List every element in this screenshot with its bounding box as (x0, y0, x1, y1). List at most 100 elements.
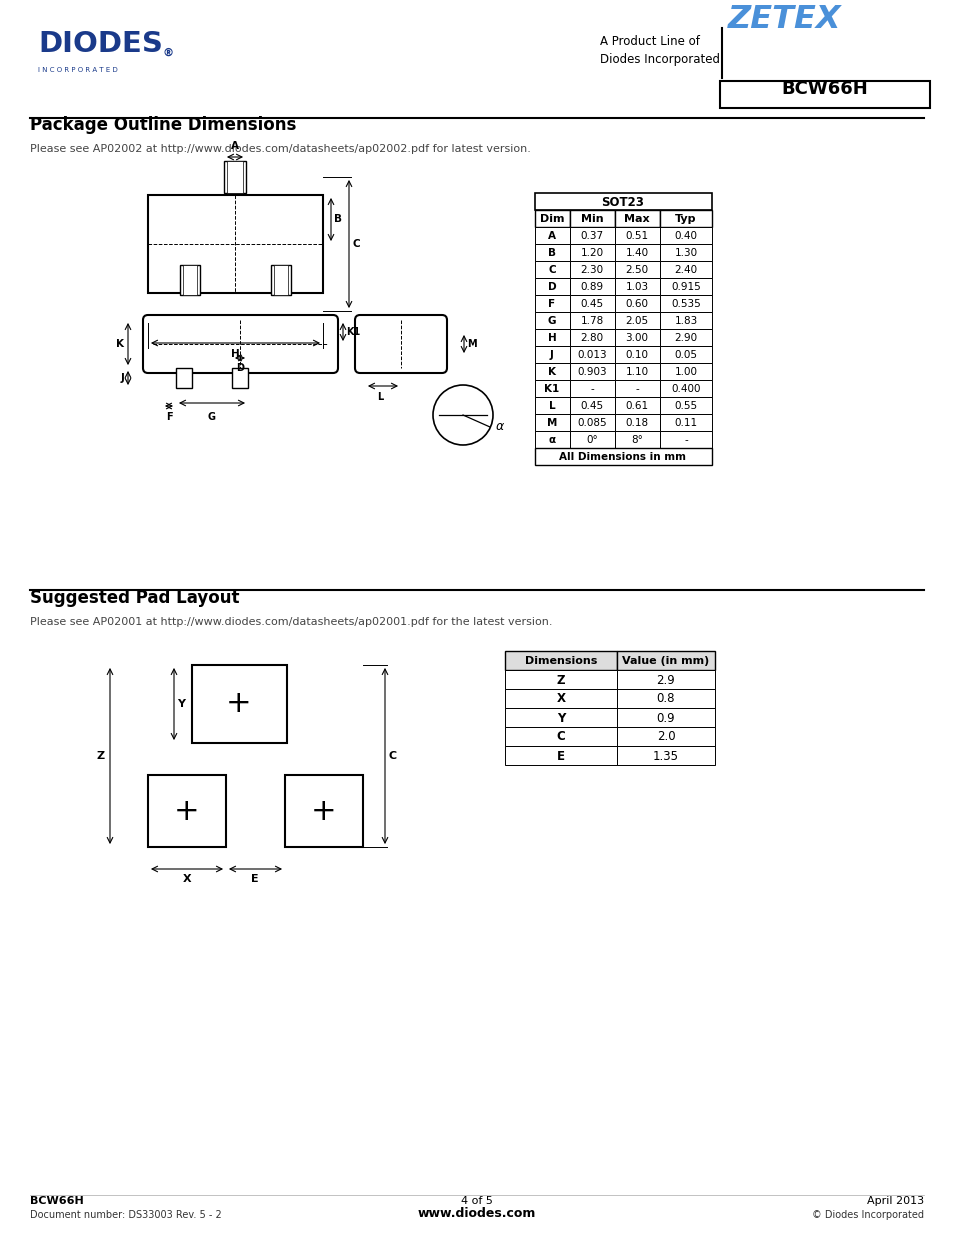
Bar (504, 651, 617, 671)
Text: Please see AP02001 at http://www.diodes.com/datasheets/ap02001.pdf for the lates: Please see AP02001 at http://www.diodes.… (30, 618, 552, 627)
FancyBboxPatch shape (143, 315, 337, 373)
Bar (617, 671, 714, 689)
Text: Suggested Pad Layout: Suggested Pad Layout (30, 589, 239, 606)
Bar (615, 261, 659, 278)
FancyBboxPatch shape (355, 315, 447, 373)
Bar (617, 689, 714, 708)
Text: BCW66H: BCW66H (30, 1195, 84, 1207)
Bar (659, 414, 711, 431)
Bar (192, 664, 287, 743)
Text: ZETEX: ZETEX (727, 4, 841, 35)
Bar (535, 329, 569, 346)
Bar (659, 245, 711, 261)
Text: K: K (547, 367, 556, 377)
Text: -: - (683, 435, 687, 445)
Bar (232, 368, 248, 388)
Bar (617, 746, 714, 764)
Bar (535, 261, 569, 278)
Text: 0.11: 0.11 (674, 417, 697, 429)
Text: 1.00: 1.00 (674, 367, 697, 377)
Bar (659, 431, 711, 448)
Bar (569, 380, 615, 396)
Text: 4 of 5: 4 of 5 (460, 1195, 493, 1207)
Bar (535, 448, 711, 466)
Text: SOT23: SOT23 (601, 195, 644, 209)
Bar (148, 195, 323, 293)
Bar (504, 671, 617, 689)
Text: 0.45: 0.45 (579, 401, 603, 411)
Bar (271, 266, 291, 295)
Bar (615, 380, 659, 396)
Bar (615, 278, 659, 295)
Bar (569, 329, 615, 346)
Text: X: X (182, 874, 192, 884)
Bar (615, 210, 659, 227)
Bar (274, 266, 288, 295)
Text: M: M (546, 417, 557, 429)
Bar (535, 363, 569, 380)
Text: 0.903: 0.903 (577, 367, 606, 377)
Bar (504, 708, 617, 727)
Text: 1.35: 1.35 (652, 750, 679, 762)
Text: Value (in mm): Value (in mm) (621, 656, 709, 666)
Text: Dimensions: Dimensions (524, 656, 597, 666)
Text: 1.78: 1.78 (579, 316, 603, 326)
Bar (535, 227, 569, 245)
Text: H: H (231, 350, 239, 359)
Text: 1.40: 1.40 (625, 248, 648, 258)
Bar (504, 746, 617, 764)
Text: -: - (590, 384, 594, 394)
Text: 0°: 0° (585, 435, 598, 445)
Bar (535, 245, 569, 261)
Bar (504, 727, 617, 746)
Bar (659, 329, 711, 346)
Text: Z: Z (97, 751, 105, 761)
Bar (535, 396, 569, 414)
Text: 0.51: 0.51 (625, 231, 648, 241)
Text: X: X (556, 693, 565, 705)
Bar (535, 210, 569, 227)
Text: G: G (547, 316, 556, 326)
Bar (535, 193, 711, 210)
Text: April 2013: April 2013 (866, 1195, 923, 1207)
Bar (615, 396, 659, 414)
Bar (175, 368, 192, 388)
Bar (659, 227, 711, 245)
Bar (615, 329, 659, 346)
Bar (285, 776, 363, 847)
Text: 2.30: 2.30 (579, 266, 603, 275)
Bar (569, 363, 615, 380)
Bar (617, 727, 714, 746)
Text: K1: K1 (544, 384, 559, 394)
Bar (535, 295, 569, 312)
Bar (615, 245, 659, 261)
Bar (569, 396, 615, 414)
Bar (659, 210, 711, 227)
Bar (535, 414, 569, 431)
Text: All Dimensions in mm: All Dimensions in mm (558, 452, 686, 462)
Text: J: J (550, 350, 554, 359)
Text: +: + (311, 797, 336, 825)
Text: K: K (116, 338, 124, 350)
Bar (224, 161, 246, 193)
Bar (569, 414, 615, 431)
Text: 2.0: 2.0 (656, 730, 675, 743)
Text: A Product Line of: A Product Line of (599, 35, 700, 48)
Text: Please see AP02002 at http://www.diodes.com/datasheets/ap02002.pdf for latest ve: Please see AP02002 at http://www.diodes.… (30, 144, 530, 154)
Bar (659, 312, 711, 329)
Text: www.diodes.com: www.diodes.com (417, 1207, 536, 1220)
Bar (617, 708, 714, 727)
Bar (535, 431, 569, 448)
Bar (615, 431, 659, 448)
Bar (659, 295, 711, 312)
Bar (615, 346, 659, 363)
Text: BCW66H: BCW66H (781, 80, 867, 98)
Text: K1: K1 (346, 327, 360, 337)
Text: Document number: DS33003 Rev. 5 - 2: Document number: DS33003 Rev. 5 - 2 (30, 1210, 221, 1220)
Text: © Diodes Incorporated: © Diodes Incorporated (811, 1210, 923, 1220)
Text: D: D (547, 282, 556, 291)
Text: 0.55: 0.55 (674, 401, 697, 411)
Text: I N C O R P O R A T E D: I N C O R P O R A T E D (38, 67, 117, 73)
Text: Diodes Incorporated: Diodes Incorporated (599, 53, 720, 65)
Text: Dim: Dim (539, 214, 563, 224)
